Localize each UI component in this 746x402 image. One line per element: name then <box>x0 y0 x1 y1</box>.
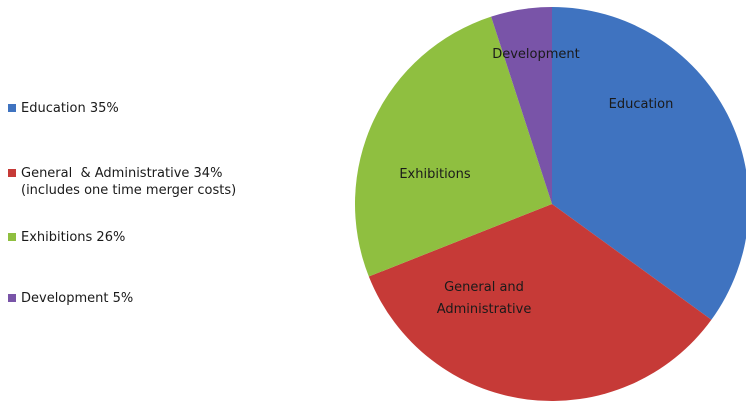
legend-label-development: Development 5% <box>21 290 133 307</box>
slice-label-line: Development <box>492 47 580 62</box>
pie-slice-development <box>491 7 552 204</box>
legend-item-exhibitions: Exhibitions 26% <box>8 229 125 246</box>
slice-label-line: Education <box>609 97 674 112</box>
legend-label-line: Education 35% <box>21 101 119 116</box>
legend-label-line: Exhibitions 26% <box>21 230 126 245</box>
legend-label-line: General & Administrative 34% <box>21 166 223 181</box>
pie-slice-education <box>552 7 746 320</box>
chart-legend: Education 35% General & Administrative 3… <box>8 0 308 402</box>
pie-slice-general-administrative <box>368 204 712 402</box>
legend-label-line: Development 5% <box>21 291 134 306</box>
legend-swatch-general-administrative <box>8 169 16 177</box>
slice-label-line: Administrative <box>437 302 532 317</box>
pie-slice-exhibitions <box>354 16 552 277</box>
slice-label-development: Development <box>492 47 580 62</box>
slice-label-line: General and <box>444 280 524 295</box>
slice-label-exhibitions: Exhibitions <box>399 167 471 182</box>
legend-item-education: Education 35% <box>8 100 119 117</box>
legend-label-education: Education 35% <box>21 100 119 117</box>
slice-label-education: Education <box>609 97 674 112</box>
legend-swatch-exhibitions <box>8 233 16 241</box>
legend-label-line: (includes one time merger costs) <box>21 183 237 198</box>
legend-item-development: Development 5% <box>8 290 133 307</box>
legend-swatch-development <box>8 294 16 302</box>
slice-label-line: Exhibitions <box>399 167 471 182</box>
legend-item-general-administrative: General & Administrative 34% (includes o… <box>8 165 236 199</box>
legend-label-general-administrative: General & Administrative 34% (includes o… <box>21 165 236 199</box>
slice-label-general-administrative: General and Administrative <box>437 280 532 317</box>
legend-label-exhibitions: Exhibitions 26% <box>21 229 125 246</box>
legend-swatch-education <box>8 104 16 112</box>
